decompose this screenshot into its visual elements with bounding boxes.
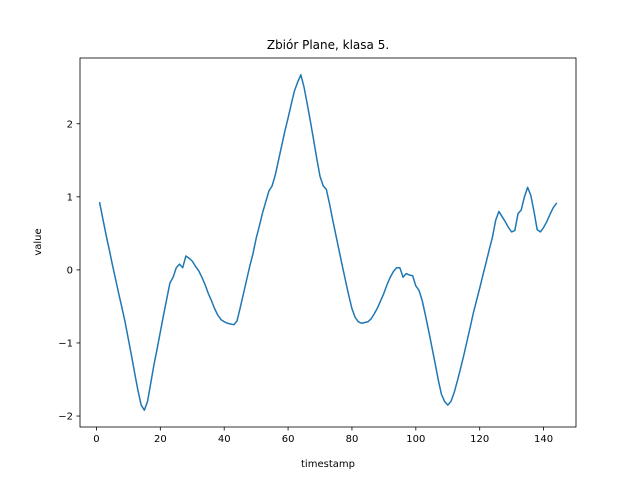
- x-tick-label: 60: [282, 434, 295, 445]
- x-tick-label: 80: [346, 434, 359, 445]
- x-tick-label: 140: [534, 434, 553, 445]
- plot-area: [98, 74, 558, 411]
- y-tick-label: −1: [58, 338, 73, 349]
- x-axis-label: timestamp: [301, 459, 355, 470]
- y-tick-label: 1: [67, 192, 73, 203]
- x-tick-label: 0: [93, 434, 99, 445]
- x-tick-label: 20: [154, 434, 167, 445]
- y-tick-label: 0: [67, 265, 73, 276]
- axes-frame: [79, 57, 577, 428]
- y-tick-label: 2: [67, 119, 73, 130]
- x-axis: 0 20 40 60 80 100 120 140: [93, 427, 553, 445]
- y-axis-label: value: [33, 228, 44, 255]
- x-tick-label: 40: [218, 434, 231, 445]
- chart-title: Zbiór Plane, klasa 5.: [267, 38, 389, 52]
- y-axis: −2 −1 0 1 2: [58, 119, 80, 423]
- x-tick-label: 120: [470, 434, 489, 445]
- x-tick-label: 100: [406, 434, 425, 445]
- series-line-1: [98, 74, 558, 411]
- y-tick-label: −2: [58, 412, 73, 423]
